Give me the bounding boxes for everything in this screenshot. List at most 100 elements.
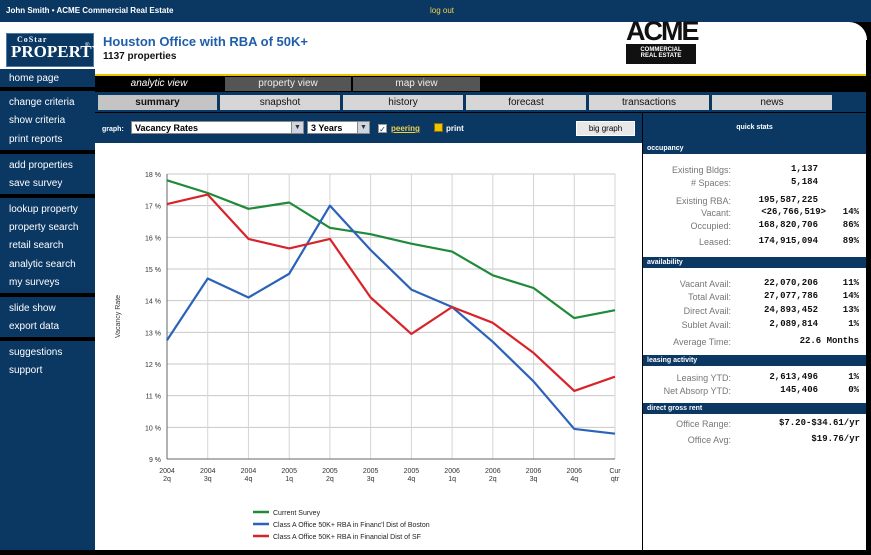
- leasing-activity-header: leasing activity: [643, 355, 866, 366]
- stat-label: Average Time:: [673, 337, 731, 347]
- stat-label: Existing Bldgs:: [671, 165, 731, 175]
- user-info: John Smith • ACME Commercial Real Estate: [6, 6, 174, 15]
- costar-property-logo[interactable]: CoStar PROPERTY ®: [6, 33, 104, 67]
- stat-value: 195,587,225: [758, 195, 818, 205]
- occupancy-header: occupancy: [643, 143, 866, 154]
- printer-icon[interactable]: [434, 123, 443, 132]
- stat-label: Existing RBA:: [675, 196, 731, 206]
- x-tick-label: 2004: [159, 468, 175, 475]
- page-title: Houston Office with RBA of 50K+: [103, 34, 308, 49]
- stat-label: Direct Avail:: [683, 306, 731, 316]
- peering-link[interactable]: peering: [391, 124, 420, 133]
- stat-label: # Spaces:: [690, 178, 731, 188]
- stat-value: 1,137: [790, 164, 818, 174]
- sidebar-item-change-criteria[interactable]: change criteria: [9, 97, 75, 108]
- tab-snapshot[interactable]: snapshot: [220, 95, 340, 110]
- x-tick-label: 2005: [404, 468, 420, 475]
- x-tick-label: 2q: [489, 476, 497, 483]
- y-tick-label: 9 %: [149, 457, 161, 464]
- sidebar-item-property-search[interactable]: property search: [9, 222, 79, 233]
- sidebar-divider: [0, 293, 95, 297]
- tab-map-view[interactable]: map view: [353, 77, 480, 91]
- stat-pct: 11%: [842, 278, 859, 288]
- x-tick-label: 2006: [566, 468, 582, 475]
- tab-analytic-view[interactable]: analytic view: [95, 77, 223, 91]
- graph-label: graph:: [102, 126, 124, 133]
- tab-news[interactable]: news: [712, 95, 832, 110]
- stat-label: Leased:: [698, 237, 731, 247]
- stat-value: 27,077,786: [763, 291, 818, 301]
- tab-transactions[interactable]: transactions: [589, 95, 709, 110]
- logout-link[interactable]: log out: [430, 6, 455, 15]
- sidebar-divider: [0, 87, 95, 91]
- y-tick-label: 11 %: [146, 394, 161, 401]
- x-tick-label: 4q: [570, 476, 578, 483]
- stat-label: Leasing YTD:: [676, 373, 731, 383]
- graph-select[interactable]: Vacancy Rates ▼: [131, 121, 304, 134]
- sidebar-item-suggestions[interactable]: suggestions: [9, 347, 63, 358]
- tab-property-view[interactable]: property view: [225, 77, 351, 91]
- stat-value: 22.6 Months: [799, 336, 859, 346]
- stat-value: 2,089,814: [769, 319, 818, 329]
- x-tick-label: 2005: [281, 468, 297, 475]
- stat-value: 2,613,496: [769, 372, 818, 382]
- y-axis-label: Vacancy Rate: [115, 295, 122, 338]
- tab-forecast[interactable]: forecast: [466, 95, 586, 110]
- quick-stats-title: quick stats: [643, 113, 866, 143]
- stat-value: $7.20-$34.61/yr: [778, 418, 860, 428]
- sidebar-item-add-properties[interactable]: add properties: [9, 160, 73, 171]
- x-tick-label: 2006: [526, 468, 542, 475]
- stat-value: 5,184: [790, 177, 818, 187]
- stat-label: Occupied:: [690, 221, 731, 231]
- stat-label: Office Avg:: [687, 435, 731, 445]
- y-tick-label: 13 %: [145, 330, 161, 337]
- stat-pct: 13%: [842, 305, 859, 315]
- x-tick-label: 2q: [163, 476, 171, 483]
- stat-value: $19.76/yr: [811, 434, 860, 444]
- stat-value: 145,406: [780, 385, 818, 395]
- stat-value: 168,820,706: [758, 220, 818, 230]
- sidebar-item-print-reports[interactable]: print reports: [9, 134, 63, 145]
- stat-label: Net Absorp YTD:: [663, 386, 731, 396]
- series-line: [166, 204, 616, 435]
- sidebar-item-show-criteria[interactable]: show criteria: [9, 115, 66, 126]
- stat-pct: 89%: [842, 236, 859, 246]
- sidebar-item-home-page[interactable]: home page: [9, 73, 60, 84]
- sidebar-item-support[interactable]: support: [9, 365, 43, 376]
- x-tick-label: 1q: [285, 476, 293, 483]
- tab-summary[interactable]: summary: [98, 95, 217, 110]
- stat-pct: 0%: [848, 385, 859, 395]
- big-graph-button[interactable]: big graph: [576, 121, 635, 136]
- years-select[interactable]: 3 Years ▼: [307, 121, 370, 134]
- tab-history[interactable]: history: [343, 95, 463, 110]
- stat-pct: 14%: [842, 291, 859, 301]
- legend-entry: Class A Office 50K+ RBA in Financial Dis…: [273, 534, 421, 541]
- stat-label: Total Avail:: [688, 292, 731, 302]
- right-edge: [866, 40, 871, 550]
- print-link[interactable]: print: [446, 124, 464, 133]
- peering-checkbox[interactable]: ✓: [378, 124, 387, 134]
- sidebar-divider: [0, 337, 95, 341]
- sidebar-item-save-survey[interactable]: save survey: [9, 178, 63, 189]
- top-bar: John Smith • ACME Commercial Real Estate…: [0, 0, 871, 22]
- sidebar-item-retail-search[interactable]: retail search: [9, 240, 64, 251]
- y-tick-label: 12 %: [145, 362, 161, 369]
- sidebar-item-lookup-property[interactable]: lookup property: [9, 204, 78, 215]
- x-tick-label: 2006: [444, 468, 460, 475]
- sidebar-item-export-data[interactable]: export data: [9, 321, 60, 332]
- sidebar-item-slide-show[interactable]: slide show: [9, 303, 56, 314]
- stat-label: Vacant Avail:: [679, 279, 731, 289]
- stat-pct: 1%: [848, 372, 859, 382]
- x-tick-label: qtr: [611, 476, 620, 483]
- sidebar: home page change criteria show criteria …: [0, 69, 95, 550]
- y-tick-label: 18 %: [145, 172, 161, 179]
- availability-header: availability: [643, 257, 866, 268]
- sidebar-item-analytic-search[interactable]: analytic search: [9, 259, 76, 270]
- sidebar-item-my-surveys[interactable]: my surveys: [9, 277, 60, 288]
- x-tick-label: 4q: [407, 476, 415, 483]
- chart-panel: 9 % 10 % 11 % 12 % 13 % 14 % 15 % 16 % 17 % 18 % 2…: [95, 143, 642, 550]
- sidebar-divider: [0, 150, 95, 154]
- y-tick-label: 15 %: [145, 267, 161, 274]
- legend-entry: Class A Office 50K+ RBA in Financ'l Dist…: [273, 522, 430, 529]
- x-tick-label: Cur: [609, 468, 621, 475]
